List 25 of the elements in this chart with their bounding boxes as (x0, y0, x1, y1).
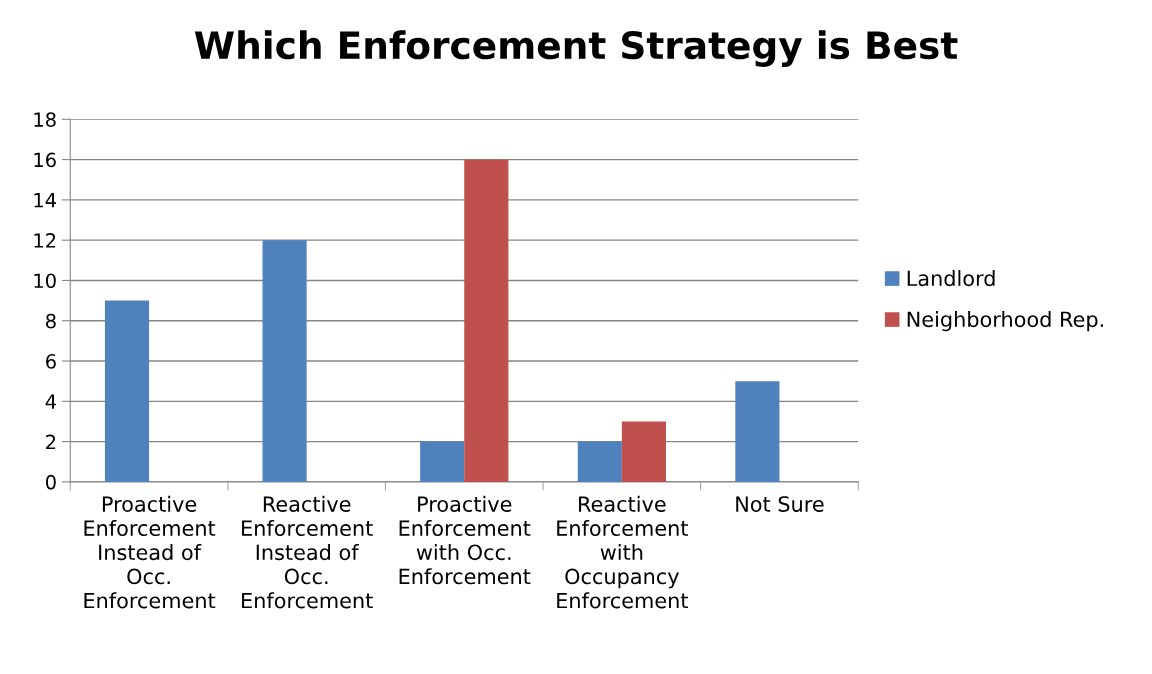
y-tick-label: 10 (34, 273, 56, 289)
bar (104, 300, 150, 482)
legend-label: Landlord (907, 270, 995, 287)
y-tick-label: 4 (45, 394, 56, 409)
y-tick-label: 0 (45, 474, 56, 490)
bar (735, 381, 780, 482)
legend-label: Neighborhood Rep. (907, 311, 1103, 332)
y-tick-label: 16 (34, 152, 56, 168)
x-tick-label: Not Sure (736, 496, 824, 512)
y-tick-label: 2 (46, 434, 56, 450)
y-tick-label: 8 (46, 313, 56, 329)
y-tick-label: 18 (34, 112, 56, 127)
bar (464, 159, 509, 482)
y-tick-label: 6 (46, 354, 56, 369)
x-tick-label: Reactive Enforcement with Occupancy Enforcement (557, 495, 688, 609)
bar (621, 421, 666, 482)
y-tick-label: 12 (34, 233, 56, 248)
bar (577, 441, 622, 482)
x-tick-label: Reactive Enforcement Instead of Occ. Enforcement (242, 495, 373, 609)
bar (262, 240, 307, 482)
bar (420, 441, 465, 482)
x-tick-label: Proactive Enforcement Instead of Occ. Enforcement (84, 495, 216, 609)
y-tick-label: 14 (34, 193, 56, 208)
x-tick-label: Proactive Enforcement with Occ. Enforcement (399, 495, 531, 585)
chart-title: Which Enforcement Strategy is Best (194, 30, 958, 67)
